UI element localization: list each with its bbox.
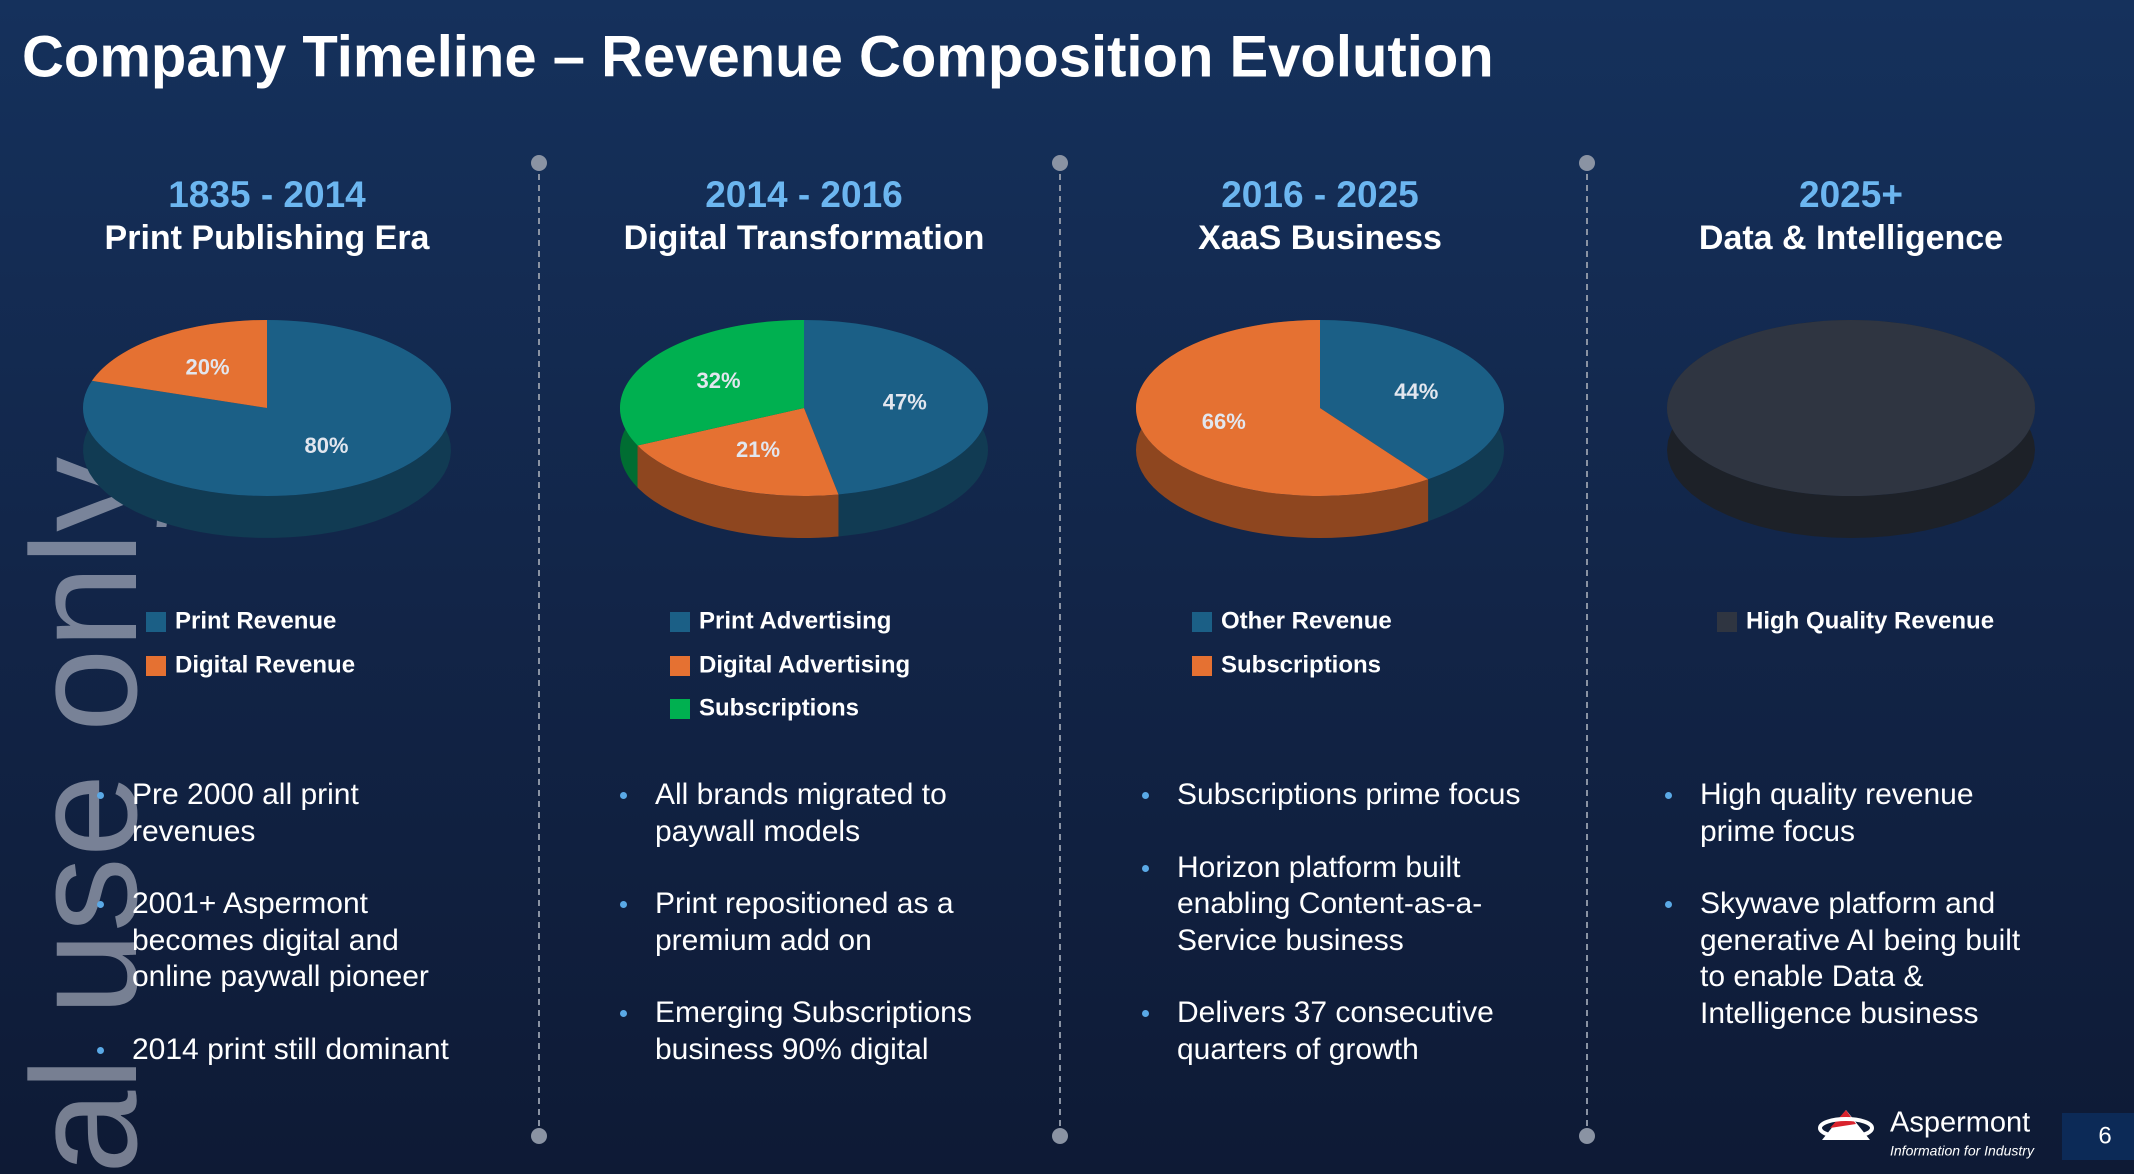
era: Digital Transformation	[624, 219, 985, 257]
value-label: 44%	[1394, 379, 1438, 404]
bullet-column: High quality revenue prime focus Skywave …	[1665, 777, 2050, 1068]
value-label: 66%	[1202, 409, 1246, 434]
legend-swatch	[670, 699, 690, 719]
pie-slice	[1320, 320, 1504, 480]
tagline: Information for Industry	[1890, 1143, 2035, 1159]
legend-swatch	[146, 656, 166, 676]
legend-swatch	[1192, 656, 1212, 676]
legend-swatch	[1192, 612, 1212, 632]
value-label: 20%	[185, 355, 229, 380]
bullet: Skywave platform and generative AI being…	[1665, 886, 2050, 1032]
bullet: Subscriptions prime focus	[1142, 777, 1527, 814]
brand: Aspermont	[1890, 1107, 2030, 1139]
pie-slice	[804, 320, 988, 495]
era: XaaS Business	[1198, 219, 1442, 257]
value-label: 47%	[883, 389, 927, 414]
bullet-list: All brands migrated to paywall models Pri…	[620, 777, 1005, 1068]
legend-label: Subscriptions	[699, 694, 859, 721]
era: Print Publishing Era	[105, 219, 431, 257]
bullet: 2014 print still dominant	[97, 1032, 482, 1069]
bullet-column: Pre 2000 all print revenues 2001+ Aspermo…	[97, 777, 482, 1104]
bullet-column: Subscriptions prime focus Horizon platfor…	[1142, 777, 1527, 1104]
value-label: 21%	[736, 437, 780, 462]
era: Data & Intelligence	[1699, 219, 2003, 257]
watermark: al use only	[0, 457, 168, 1174]
bullet: Pre 2000 all print revenues	[97, 777, 482, 850]
pie-slice	[1136, 320, 1429, 496]
bullet-column: All brands migrated to paywall models Pri…	[620, 777, 1005, 1104]
bullet: Emerging Subscriptions business 90% digi…	[620, 995, 1005, 1068]
divider	[531, 155, 1595, 1144]
bullet: High quality revenue prime focus	[1665, 777, 2050, 850]
pie-slice	[92, 320, 267, 408]
legend-label: Print Advertising	[699, 607, 891, 634]
page-number: 6	[2098, 1122, 2111, 1149]
legend-label: Other Revenue	[1221, 607, 1392, 634]
period: 2025+	[1799, 174, 1903, 215]
period: 2016 - 2025	[1221, 174, 1419, 215]
bullet-list: Pre 2000 all print revenues 2001+ Aspermo…	[97, 777, 482, 1069]
pie-slice	[637, 408, 839, 497]
legend-label: Digital Advertising	[699, 651, 910, 678]
legend-label: Subscriptions	[1221, 651, 1381, 678]
value-label: 80%	[304, 433, 348, 458]
page-number-box	[2062, 1113, 2134, 1160]
bullet-list: High quality revenue prime focus Skywave …	[1665, 777, 2050, 1032]
legend-label: Digital Revenue	[175, 651, 355, 678]
logo: Aspermont Information for Industry	[1818, 1107, 2035, 1159]
pie-slice	[1667, 320, 2035, 496]
value-label: 32%	[697, 368, 741, 393]
pie-slice	[620, 320, 804, 446]
legend-swatch	[670, 612, 690, 632]
legend-label: High Quality Revenue	[1746, 607, 1994, 634]
bullet: Print repositioned as a premium add on	[620, 886, 1005, 959]
legend-swatch	[670, 656, 690, 676]
period: 2014 - 2016	[705, 174, 903, 215]
slide-title: Company Timeline – Revenue Composition E…	[22, 24, 1494, 89]
legend-label: Print Revenue	[175, 607, 336, 634]
legend-swatch	[146, 612, 166, 632]
bullet-list: Subscriptions prime focus Horizon platfor…	[1142, 777, 1527, 1068]
bullet: Delivers 37 consecutive quarters of grow…	[1142, 995, 1527, 1068]
bullet: 2001+ Aspermont becomes digital and onli…	[97, 886, 482, 996]
legend-swatch	[1717, 612, 1737, 632]
pie-slice	[83, 320, 452, 497]
bullet: Horizon platform built enabling Content-…	[1142, 850, 1527, 960]
bullet: All brands migrated to paywall models	[620, 777, 1005, 850]
pie-side	[637, 445, 839, 538]
period: 1835 - 2014	[168, 174, 366, 215]
